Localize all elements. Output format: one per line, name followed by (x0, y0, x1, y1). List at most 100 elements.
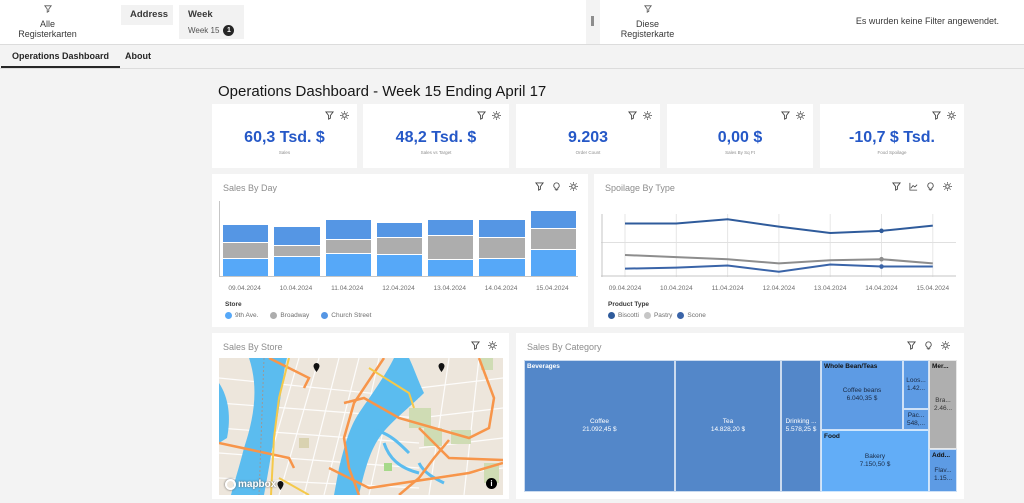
stacked-bar-chart[interactable] (219, 201, 578, 277)
sales-by-day-card[interactable]: Sales By Day Store 9th Ave. Broadway Chu… (212, 174, 588, 327)
bar-segment[interactable] (530, 210, 576, 228)
bar-segment[interactable] (325, 253, 371, 276)
tab-about[interactable]: About (125, 51, 151, 61)
store-pin-icon[interactable] (313, 363, 320, 372)
treemap-cell-bakery[interactable]: Food Bakery 7.150,50 $ (821, 430, 929, 492)
filter-icon[interactable] (628, 111, 637, 122)
bar-segment[interactable] (376, 254, 423, 276)
bar-stack[interactable] (530, 210, 576, 276)
filter-icon[interactable] (471, 341, 480, 352)
bar-segment[interactable] (479, 237, 525, 258)
line-chart[interactable] (601, 214, 956, 277)
sales-by-category-card[interactable]: Sales By Category Beverages Coffee 21.092… (516, 333, 964, 499)
bar-segment[interactable] (428, 258, 474, 276)
address-filter-chip[interactable]: Address (121, 5, 173, 25)
bar-stack[interactable] (223, 223, 269, 276)
kpi-card-sales[interactable]: 60,3 Tsd. $ Sales (212, 104, 357, 168)
bar-segment[interactable] (223, 223, 269, 242)
bar-segment[interactable] (376, 221, 423, 238)
bar-segment[interactable] (376, 237, 423, 255)
bar-segment[interactable] (274, 225, 320, 245)
insight-lightbulb-icon[interactable] (552, 182, 561, 193)
store-pin-icon[interactable] (277, 481, 284, 490)
legend-item[interactable]: Broadway (270, 312, 309, 319)
sales-by-store-card[interactable]: Sales By Store (212, 333, 509, 499)
bar-segment[interactable] (479, 219, 525, 238)
kpi-label: Sales (278, 150, 291, 155)
bar-stack[interactable] (376, 221, 423, 276)
legend-item[interactable]: Scone (677, 312, 706, 319)
group-label-beverages: Beverages (527, 363, 560, 370)
filter-icon[interactable] (892, 182, 901, 193)
bar-segment[interactable] (479, 257, 525, 276)
filter-icon[interactable] (325, 111, 334, 122)
treemap-cell-loose[interactable]: Loos... 1.42... (903, 360, 929, 409)
bar-stack[interactable] (325, 219, 371, 276)
kpi-card-order-count[interactable]: 9.203 Order Count (516, 104, 660, 168)
legend-swatch (608, 312, 615, 319)
treemap-cell-packaged[interactable]: Pac... 548,... (903, 409, 929, 430)
filter-icon[interactable] (477, 111, 486, 122)
kpi-value: 0,00 $ (717, 129, 763, 146)
legend-item[interactable]: Church Street (321, 312, 371, 319)
settings-icon[interactable] (941, 341, 950, 352)
map-info-icon[interactable]: i (486, 478, 497, 489)
settings-icon[interactable] (569, 182, 578, 193)
this-tab-filter-scope[interactable]: Diese Registerkarte (610, 5, 685, 39)
kpi-card-sales-vs-target[interactable]: 48,2 Tsd. $ Sales vs Target (363, 104, 509, 168)
filter-icon[interactable] (781, 111, 790, 122)
treemap-cell-branded[interactable]: Mer... Bra... 2.46... (929, 360, 957, 449)
bar-segment[interactable] (274, 244, 320, 257)
filter-icon[interactable] (907, 341, 916, 352)
bar-stack[interactable] (428, 219, 474, 276)
bar-segment[interactable] (530, 249, 576, 276)
bar-segment[interactable] (325, 219, 371, 239)
chip-title: Week (188, 9, 213, 20)
insight-lightbulb-icon[interactable] (926, 182, 935, 193)
bar-segment[interactable] (428, 219, 474, 236)
settings-icon[interactable] (492, 111, 501, 122)
mapbox-logo[interactable]: mapbox (225, 479, 276, 490)
treemap-cell-tea[interactable]: Tea 14.828,20 $ (675, 360, 781, 492)
bar-stack[interactable] (479, 219, 525, 276)
filter-icon[interactable] (535, 182, 544, 193)
bar-stack[interactable] (274, 225, 320, 276)
settings-icon[interactable] (340, 111, 349, 122)
settings-icon[interactable] (796, 111, 805, 122)
all-tabs-filter-scope[interactable]: Alle Registerkarten (10, 5, 85, 39)
insight-lightbulb-icon[interactable] (924, 341, 933, 352)
filter-icon[interactable] (932, 111, 941, 122)
chart-legend: 9th Ave. Broadway Church Street (225, 312, 371, 319)
line-chart-icon[interactable] (909, 182, 918, 193)
week-filter-chip[interactable]: Week Week 15 1 (179, 5, 244, 39)
group-label-food: Food (824, 433, 840, 440)
settings-icon[interactable] (943, 182, 952, 193)
store-map[interactable]: mapbox i (219, 358, 503, 495)
bar-segment[interactable] (428, 235, 474, 259)
settings-icon[interactable] (488, 341, 497, 352)
treemap-cell-flavours[interactable]: Add... Flav... 1.15... (929, 449, 957, 492)
spoilage-by-type-card[interactable]: Spoilage By Type Product Type Biscotti P… (594, 174, 964, 327)
kpi-value: 60,3 Tsd. $ (244, 129, 325, 146)
kpi-card-food-spoilage[interactable]: -10,7 $ Tsd. Food Spoilage (820, 104, 964, 168)
treemap-cell-drinking[interactable]: Drinking ... 5.578,25 $ (781, 360, 821, 492)
treemap-cell-coffee-beans[interactable]: Whole Bean/Teas Coffee beans 6.040,35 $ (821, 360, 903, 430)
legend-item[interactable]: Pastry (643, 312, 672, 319)
x-tick-label: 15.04.2024 (536, 285, 569, 292)
settings-icon[interactable] (947, 111, 956, 122)
kpi-card-sales-by-sq-ft[interactable]: 0,00 $ Sales By Sq Ft (667, 104, 813, 168)
resize-handle[interactable] (591, 16, 594, 26)
bar-segment[interactable] (223, 241, 269, 258)
legend-item[interactable]: 9th Ave. (225, 312, 258, 319)
bar-segment[interactable] (223, 257, 269, 276)
legend-swatch (677, 312, 685, 319)
settings-icon[interactable] (643, 111, 652, 122)
bar-segment[interactable] (274, 256, 320, 276)
treemap-cell-coffee[interactable]: Beverages Coffee 21.092,45 $ (524, 360, 675, 492)
x-tick-label: 13.04.2024 (813, 285, 847, 292)
store-pin-icon[interactable] (438, 363, 445, 372)
legend-item[interactable]: Biscotti (608, 312, 639, 319)
bar-segment[interactable] (325, 238, 371, 254)
bar-segment[interactable] (530, 227, 576, 250)
tab-operations-dashboard[interactable]: Operations Dashboard (1, 45, 121, 68)
